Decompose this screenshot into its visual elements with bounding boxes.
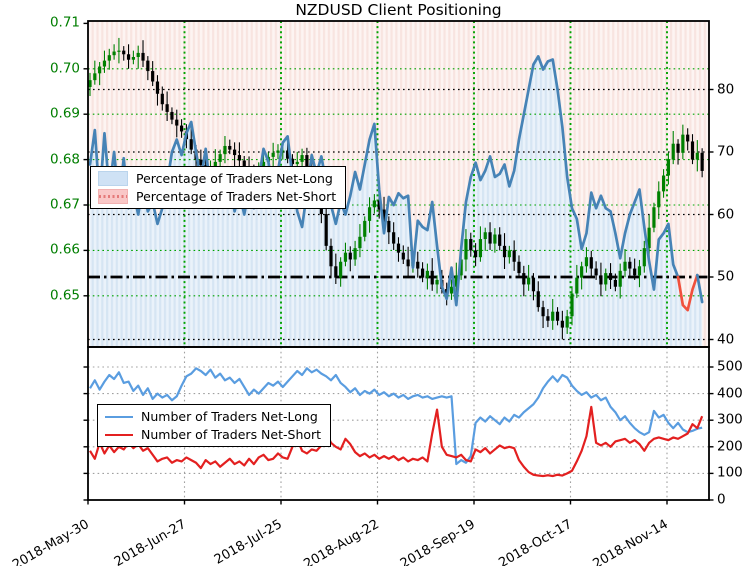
legend-label: Number of Traders Net-Long [141, 409, 318, 424]
bottom-legend: Number of Traders Net-Long Number of Tra… [97, 404, 332, 447]
net-long-line-swatch [105, 415, 133, 418]
top-legend: Percentage of Traders Net-Long Percentag… [90, 166, 347, 209]
legend-item-net-long-pct: Percentage of Traders Net-Long [98, 171, 336, 186]
legend-label: Number of Traders Net-Short [141, 427, 322, 442]
count-tick-label: 300 [717, 411, 743, 428]
legend-item-net-short-count: Number of Traders Net-Short [105, 427, 321, 442]
legend-label: Percentage of Traders Net-Long [136, 171, 333, 186]
count-tick-label: 500 [717, 358, 743, 375]
legend-item-net-long-count: Number of Traders Net-Long [105, 409, 321, 424]
price-tick-label: 0.65 [49, 287, 80, 304]
pct-tick-label: 40 [717, 330, 735, 347]
pct-net-long-line [88, 55, 680, 307]
count-line [89, 405, 704, 478]
price-tick-label: 0.71 [49, 14, 80, 31]
axis-ticks [83, 22, 714, 505]
price-tick-label: 0.69 [49, 105, 80, 122]
pct-tick-label: 70 [717, 143, 735, 160]
legend-label: Percentage of Traders Net-Short [136, 189, 337, 204]
count-tick-label: 100 [717, 464, 743, 481]
price-tick-label: 0.68 [49, 150, 80, 167]
price-tick-label: 0.70 [49, 60, 80, 77]
bottom-panel-border [87, 346, 710, 501]
legend-item-net-short-pct: Percentage of Traders Net-Short [98, 189, 336, 204]
net-short-area-swatch [98, 189, 128, 204]
count-line [89, 367, 703, 466]
chart-title: NZDUSD Client Positioning [295, 1, 502, 19]
count-tick-label: 0 [717, 491, 726, 508]
pct-tick-label: 50 [717, 268, 735, 285]
net-long-area-swatch [98, 171, 128, 186]
price-tick-label: 0.67 [49, 196, 80, 213]
pct-tick-label: 60 [717, 205, 735, 222]
count-tick-label: 200 [717, 438, 743, 455]
net-short-line-swatch [105, 433, 133, 436]
count-tick-label: 400 [717, 384, 743, 401]
bottom-panel [88, 347, 709, 500]
pct-net-long-line [695, 273, 704, 304]
pct-tick-label: 80 [717, 80, 735, 97]
price-tick-label: 0.66 [49, 241, 80, 258]
pct-net-long-line [676, 273, 699, 312]
